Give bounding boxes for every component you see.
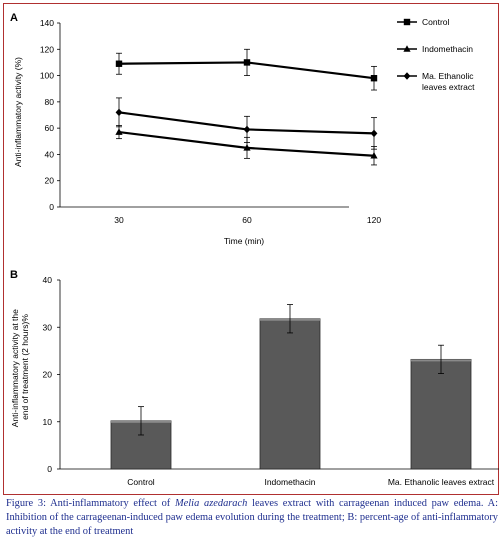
legend-label: leaves extract (422, 82, 475, 92)
series-1-group (115, 48, 378, 91)
data-point (243, 144, 251, 151)
legend-label: Control (422, 17, 450, 27)
y-tick-label-a: 40 (45, 149, 55, 159)
caption-prefix: Figure 3: Anti-inflammatory effect of (6, 498, 176, 509)
data-point (243, 125, 251, 134)
legend-label: Ma. Ethanolic (422, 71, 474, 81)
figure-caption: Figure 3: Anti-inflammatory effect of Me… (6, 497, 498, 540)
y-tick-label-b: 40 (43, 275, 53, 285)
data-point (370, 75, 378, 82)
category-label: Ma. Ethanolic leaves extract (388, 477, 495, 487)
series-line (118, 130, 375, 157)
y-tick-label-b: 30 (43, 322, 53, 332)
y-tick-label-a: 140 (40, 18, 54, 28)
bar-chart-panel-b: B 0 10 20 30 40 Control Indomethacin Ma. Ethano… (10, 269, 499, 487)
data-point (243, 59, 251, 66)
panel-label-a: A (10, 12, 18, 24)
y-tick-label-a: 100 (40, 71, 54, 81)
x-axis-title-a: Time (min) (224, 236, 264, 246)
bar-3 (410, 358, 472, 470)
category-label: Indomethacin (264, 477, 315, 487)
y-tick-label-a: 0 (49, 202, 54, 212)
data-point (115, 128, 123, 135)
legend-marker (403, 72, 411, 80)
x-tick-label-a: 120 (367, 215, 381, 225)
figure-frame: A 0 20 40 60 80 100 120 140 30 60 120 Time (min) A… (3, 3, 499, 495)
y-tick-label-a: 20 (45, 176, 55, 186)
x-tick-label-a: 60 (242, 215, 252, 225)
y-tick-label-a: 120 (40, 44, 54, 54)
data-point (370, 151, 378, 159)
y-tick-label-b: 0 (47, 464, 52, 474)
panel-label-b: B (10, 269, 18, 281)
y-tick-label-b: 20 (43, 370, 53, 380)
legend-label: Indomethacin (422, 44, 473, 54)
y-tick-label-a: 60 (45, 123, 55, 133)
y-axis-title-b-line-2: end of treatment (2 hours)% (20, 314, 30, 420)
series-2-group (115, 125, 378, 166)
y-axis-title-b: Anti-inflammatory activity at the end of… (10, 307, 30, 427)
bar-2 (259, 318, 321, 470)
caption-rest: leaves extract with carrageenan induced … (6, 498, 499, 538)
x-tick-label-a: 30 (114, 215, 124, 225)
y-tick-label-b: 10 (43, 417, 53, 427)
series-3-group (115, 97, 378, 150)
data-point (370, 129, 378, 138)
caption-species: Melia azedarach (175, 498, 248, 509)
y-axis-title-b-line-1: Anti-inflammatory activity at the (10, 309, 20, 427)
data-point (115, 60, 123, 67)
category-label: Control (127, 477, 155, 487)
line-chart-panel-a: A 0 20 40 60 80 100 120 140 30 60 120 Time (min) A… (10, 12, 475, 246)
legend-marker (403, 45, 411, 52)
y-axis-title-a: Anti-inflammatory activity (%) (13, 57, 23, 167)
legend-marker (403, 18, 411, 26)
data-point (115, 108, 123, 117)
y-tick-label-a: 80 (45, 97, 55, 107)
